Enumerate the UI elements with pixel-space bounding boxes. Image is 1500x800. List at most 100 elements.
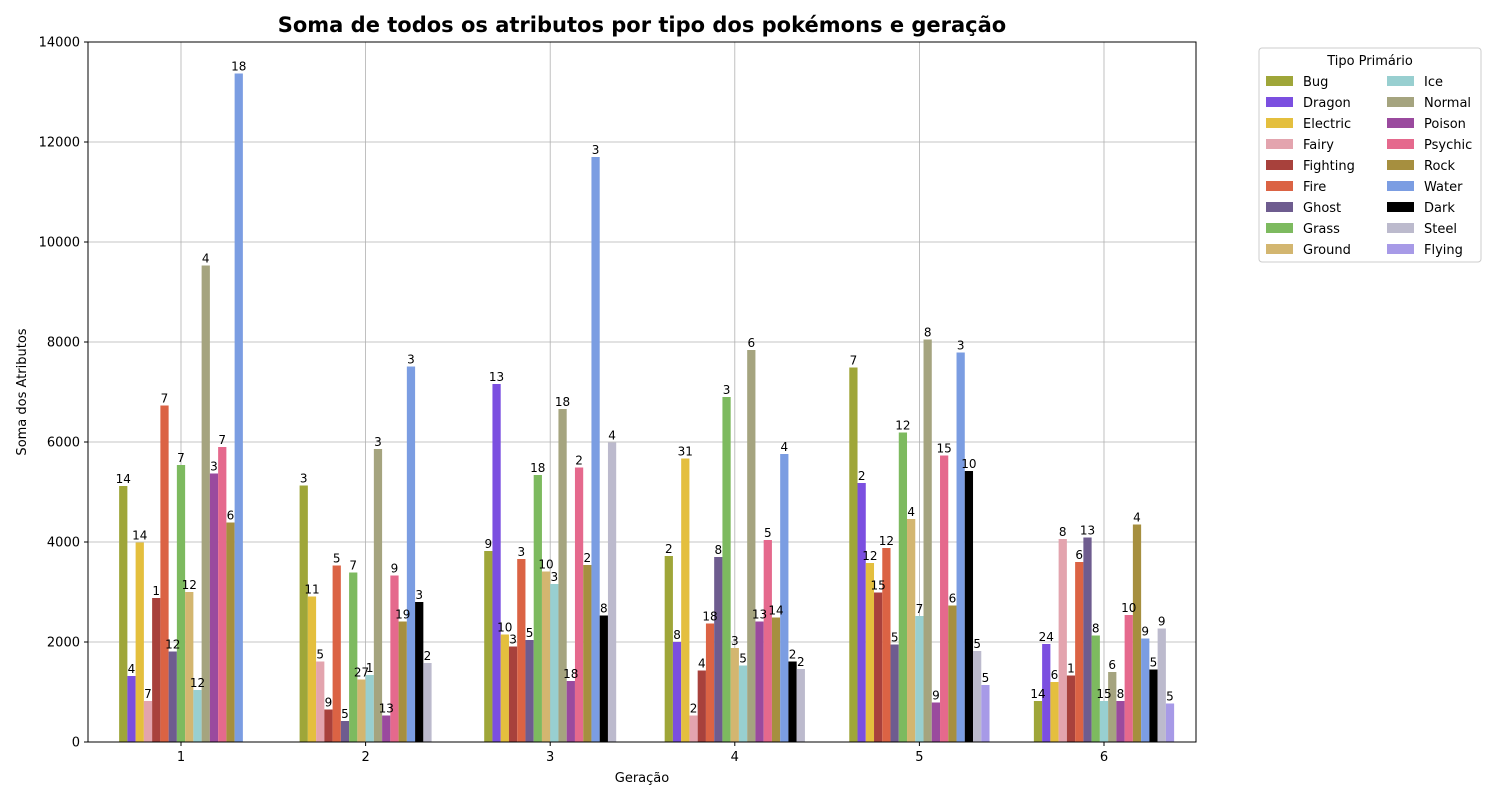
bar-label: 15 [937, 442, 952, 456]
bar-fighting-gen-5 [874, 592, 883, 742]
legend-swatch-psychic [1387, 139, 1414, 149]
bar-fairy-gen-6 [1058, 539, 1067, 742]
bar-label: 7 [161, 392, 169, 406]
y-axis-label: Soma dos Atributos [15, 328, 30, 455]
bar-label: 14 [1030, 687, 1045, 701]
bar-label: 27 [354, 666, 369, 680]
y-tick-label: 0 [72, 736, 80, 751]
legend-swatch-grass [1266, 223, 1293, 233]
x-tick-label: 4 [731, 750, 739, 765]
bar-ghost-gen-2 [340, 721, 350, 742]
bar-label: 2 [575, 454, 583, 468]
x-axis: 1 2 3 4 5 6 [177, 742, 1108, 765]
legend-label-rock: Rock [1424, 159, 1456, 174]
bar-bug-gen-1 [119, 486, 128, 742]
bar-label: 2 [858, 469, 866, 483]
y-tick-label: 4000 [47, 536, 80, 551]
bar-label: 2 [797, 655, 805, 669]
bar-steel-gen-5 [973, 651, 982, 742]
x-axis-label: Geração [615, 771, 669, 786]
y-tick-label: 10000 [39, 236, 80, 251]
bar-grass-gen-1 [176, 465, 186, 742]
data-labels: 1441471712712124376183115955727131391933… [116, 60, 1174, 722]
bar-label: 18 [702, 610, 717, 624]
legend: Tipo Primário Bug Dragon Electric Fairy Figh… [1258, 47, 1482, 263]
bar-label: 3 [957, 339, 965, 353]
bar-label: 10 [1121, 601, 1136, 615]
bar-water-gen-4 [780, 454, 789, 742]
legend-swatch-electric [1266, 118, 1293, 128]
bar-bug-gen-3 [484, 551, 493, 742]
bar-normal-gen-1 [201, 265, 210, 742]
bar-fighting-gen-2 [324, 709, 333, 742]
bar-label: 14 [768, 604, 783, 618]
bar-label: 14 [116, 472, 131, 486]
bar-bug-gen-4 [664, 556, 673, 742]
legend-frame [1258, 47, 1482, 263]
bar-label: 10 [538, 558, 553, 572]
bar-label: 13 [752, 608, 767, 622]
bar-label: 10 [497, 621, 512, 635]
bar-label: 8 [924, 326, 932, 340]
legend-swatch-fairy [1266, 139, 1293, 149]
y-axis: 0 2000 4000 6000 8000 10000 12000 14000 [39, 36, 88, 751]
x-tick-label: 6 [1100, 750, 1108, 765]
bar-label: 9 [1158, 615, 1166, 629]
bar-label: 5 [982, 671, 990, 685]
bar-label: 12 [182, 578, 197, 592]
bar-rock-gen-6 [1132, 524, 1142, 742]
bar-poison-gen-6 [1116, 701, 1125, 742]
bar-label: 14 [132, 529, 147, 543]
legend-label-dragon: Dragon [1303, 96, 1351, 111]
legend-title: Tipo Primário [1326, 54, 1413, 69]
bar-label: 11 [304, 583, 319, 597]
bar-label: 3 [731, 634, 739, 648]
bar-label: 13 [489, 370, 504, 384]
bar-ice-gen-6 [1099, 701, 1109, 742]
bar-label: 5 [891, 631, 899, 645]
bar-label: 7 [177, 451, 185, 465]
bar-dark-gen-5 [964, 471, 974, 742]
bar-fairy-gen-1 [143, 701, 153, 742]
bar-label: 2 [690, 702, 698, 716]
bar-label: 4 [698, 657, 706, 671]
bar-fairy-gen-4 [689, 715, 698, 742]
bar-psychic-gen-4 [763, 540, 772, 742]
bar-electric-gen-3 [500, 634, 509, 742]
bar-ground-gen-5 [907, 519, 916, 742]
bar-water-gen-3 [591, 157, 600, 742]
bar-label: 2 [665, 542, 673, 556]
bar-poison-gen-5 [931, 702, 941, 742]
bar-label: 2 [789, 648, 797, 662]
bar-electric-gen-5 [865, 563, 875, 742]
bar-label: 10 [961, 457, 976, 471]
bar-label: 8 [714, 543, 722, 557]
bar-label: 1 [152, 584, 160, 598]
bar-label: 4 [907, 505, 915, 519]
legend-swatch-ice [1387, 76, 1414, 86]
bar-poison-gen-4 [755, 621, 764, 742]
chart-title: Soma de todos os atributos por tipo dos … [278, 13, 1006, 37]
x-tick-label: 2 [361, 750, 369, 765]
bar-label: 5 [341, 707, 349, 721]
bar-bug-gen-5 [849, 367, 858, 742]
bar-steel-gen-3 [607, 442, 617, 742]
bar-normal-gen-4 [747, 350, 756, 742]
bar-label: 4 [608, 429, 616, 443]
bar-electric-gen-1 [135, 542, 144, 742]
bar-label: 5 [526, 626, 534, 640]
legend-label-grass: Grass [1303, 222, 1340, 237]
bar-label: 5 [973, 637, 981, 651]
bar-ice-gen-5 [915, 616, 924, 742]
bar-label: 18 [563, 667, 578, 681]
legend-swatch-steel [1387, 223, 1414, 233]
bar-label: 3 [509, 633, 517, 647]
bar-label: 4 [1133, 511, 1141, 525]
bar-dark-gen-2 [415, 602, 424, 742]
bar-dark-gen-3 [599, 615, 608, 742]
bar-rock-gen-3 [583, 565, 592, 742]
legend-label-fire: Fire [1303, 180, 1326, 195]
bar-label: 5 [316, 648, 324, 662]
bar-label: 9 [325, 696, 333, 710]
bar-label: 3 [551, 570, 559, 584]
